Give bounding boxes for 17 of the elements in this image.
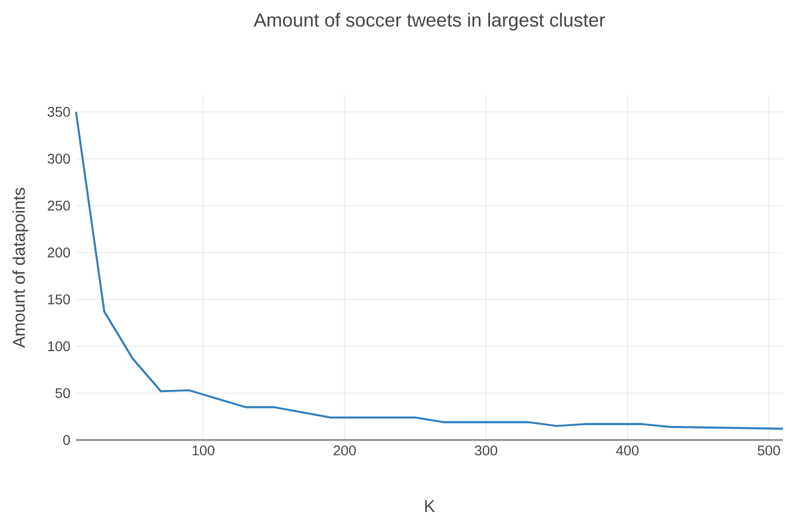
x-tick-label: 400 bbox=[616, 446, 639, 456]
x-tick-label: 500 bbox=[758, 446, 780, 456]
chart-title: Amount of soccer tweets in largest cluster bbox=[254, 12, 605, 30]
y-tick-label: 300 bbox=[48, 154, 70, 164]
x-tick-label: 200 bbox=[334, 446, 356, 456]
y-tick-label: 350 bbox=[48, 106, 70, 117]
y-tick-label: 200 bbox=[48, 248, 70, 258]
x-axis-title: K bbox=[425, 500, 435, 512]
y-axis-title: Amount of datapoints bbox=[12, 188, 28, 348]
x-tick-label: 100 bbox=[192, 446, 214, 456]
line-series bbox=[75, 110, 784, 430]
y-tick-label: 50 bbox=[55, 388, 70, 398]
y-tick-label: 250 bbox=[48, 200, 70, 211]
x-tick-label: 300 bbox=[474, 446, 498, 456]
y-tick-label: 150 bbox=[48, 294, 70, 304]
y-tick-label: 100 bbox=[48, 341, 70, 352]
y-tick-label: 0 bbox=[63, 435, 70, 445]
